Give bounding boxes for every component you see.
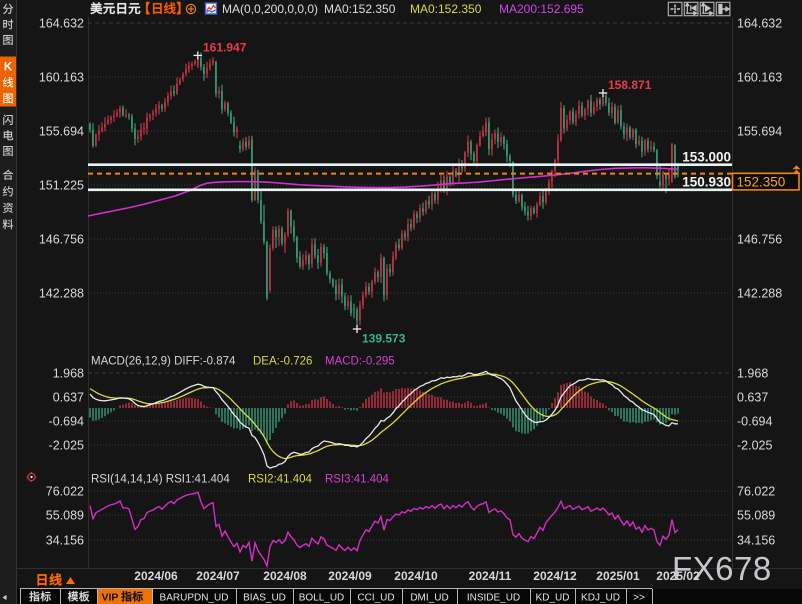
svg-text:160.163: 160.163 — [39, 71, 84, 85]
svg-text:2024/07: 2024/07 — [196, 569, 240, 583]
svg-text:1.968: 1.968 — [53, 367, 84, 381]
svg-text:76.022: 76.022 — [737, 485, 775, 499]
svg-text:153.000: 153.000 — [682, 150, 731, 165]
svg-text:DMI_UD: DMI_UD — [410, 593, 448, 604]
svg-text:0.637: 0.637 — [737, 391, 768, 405]
svg-text:KD_UD: KD_UD — [536, 593, 570, 604]
svg-text:161.947: 161.947 — [203, 41, 247, 55]
svg-text:2025/02: 2025/02 — [656, 569, 700, 583]
svg-text:BOLL_UD: BOLL_UD — [299, 593, 345, 604]
svg-text:INSIDE_UD: INSIDE_UD — [467, 593, 520, 604]
svg-text:K: K — [4, 62, 13, 74]
svg-text:146.756: 146.756 — [39, 233, 84, 247]
svg-text:142.288: 142.288 — [39, 287, 84, 301]
svg-text:55.089: 55.089 — [737, 509, 775, 523]
svg-text:2024/11: 2024/11 — [469, 569, 512, 583]
svg-text:0.637: 0.637 — [53, 391, 84, 405]
svg-text:CCI_UD: CCI_UD — [357, 593, 394, 604]
svg-text:146.756: 146.756 — [737, 233, 782, 247]
svg-text:34.156: 34.156 — [737, 534, 775, 548]
svg-text:BARUPDN_UD: BARUPDN_UD — [160, 593, 229, 604]
svg-text:151.225: 151.225 — [39, 179, 84, 193]
svg-text:2024/12: 2024/12 — [533, 569, 577, 583]
svg-text:VIP: VIP — [102, 592, 119, 604]
svg-text:KDJ_UD: KDJ_UD — [581, 593, 620, 604]
svg-text:34.156: 34.156 — [46, 534, 84, 548]
svg-text:-2.025: -2.025 — [49, 439, 84, 453]
svg-text:RSI3:41.404: RSI3:41.404 — [325, 474, 390, 486]
svg-text:155.694: 155.694 — [737, 125, 782, 139]
svg-text:MA(0,0,200,0,0,0): MA(0,0,200,0,0,0) — [222, 2, 318, 16]
svg-text:160.163: 160.163 — [737, 71, 782, 85]
svg-text:2024/09: 2024/09 — [328, 569, 372, 583]
svg-text:MACD(26,12,9) DIFF:-0.874: MACD(26,12,9) DIFF:-0.874 — [91, 356, 236, 368]
svg-text:MA0:152.350: MA0:152.350 — [324, 2, 396, 16]
svg-text:2024/08: 2024/08 — [263, 569, 307, 583]
svg-text:155.694: 155.694 — [39, 125, 84, 139]
svg-text:55.089: 55.089 — [46, 509, 84, 523]
svg-text:MACD:-0.295: MACD:-0.295 — [325, 356, 395, 368]
svg-text:FX678: FX678 — [672, 550, 772, 587]
svg-text:2024/06: 2024/06 — [134, 569, 178, 583]
svg-text:-0.694: -0.694 — [737, 415, 772, 429]
svg-text:158.871: 158.871 — [608, 78, 652, 92]
svg-text:139.573: 139.573 — [362, 332, 406, 346]
svg-text:150.930: 150.930 — [682, 175, 731, 190]
svg-text:1.968: 1.968 — [737, 367, 768, 381]
svg-text:-2.025: -2.025 — [737, 439, 772, 453]
svg-text:2025/01: 2025/01 — [596, 569, 640, 583]
svg-text:RSI(14,14,14) RSI1:41.404: RSI(14,14,14) RSI1:41.404 — [91, 474, 230, 486]
svg-text:76.022: 76.022 — [46, 485, 84, 499]
svg-text:164.632: 164.632 — [737, 17, 782, 31]
svg-text:142.288: 142.288 — [737, 287, 782, 301]
svg-text:152.350: 152.350 — [737, 174, 786, 189]
svg-text:-0.694: -0.694 — [49, 415, 84, 429]
svg-text:RSI2:41.404: RSI2:41.404 — [248, 474, 313, 486]
svg-text:MA0:152.350: MA0:152.350 — [410, 2, 482, 16]
svg-text:MA200:152.695: MA200:152.695 — [499, 2, 584, 16]
svg-text:>>: >> — [633, 593, 645, 604]
svg-text:164.632: 164.632 — [39, 17, 84, 31]
svg-text:BIAS_UD: BIAS_UD — [243, 593, 286, 604]
svg-text:2024/10: 2024/10 — [394, 569, 438, 583]
svg-text:DEA:-0.726: DEA:-0.726 — [253, 356, 312, 368]
